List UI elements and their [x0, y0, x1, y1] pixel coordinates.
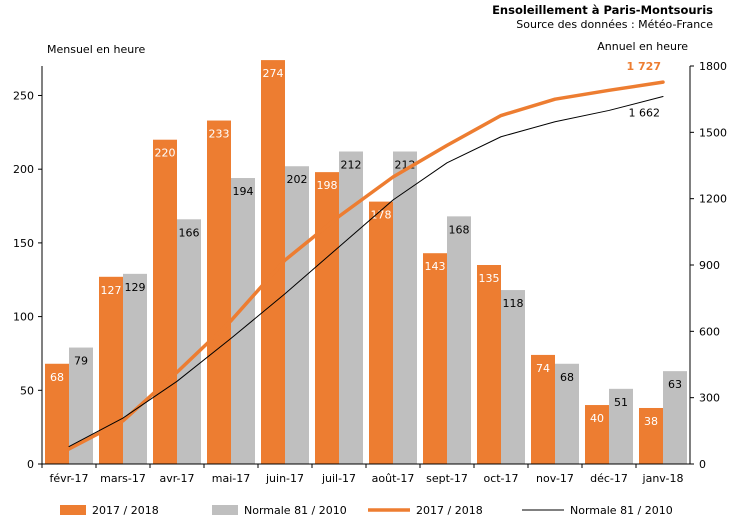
bar-value-label: 118 [503, 297, 524, 310]
bar-value-label: 166 [179, 226, 200, 239]
x-axis-tick-label: janv-18 [642, 472, 684, 485]
legend-label: Normale 81 / 2010 [570, 504, 673, 517]
bar-current [639, 407, 663, 464]
bar-value-label: 220 [155, 147, 176, 160]
line-normal-cumulative [68, 96, 664, 448]
bar-normal [339, 151, 363, 465]
x-axis-tick-label: déc-17 [590, 472, 628, 485]
x-axis-tick-label: oct-17 [483, 472, 518, 485]
right-axis-tick-label: 1800 [699, 60, 727, 73]
bar-current [369, 201, 393, 465]
bar-current [99, 276, 123, 464]
bar-value-label: 129 [125, 281, 146, 294]
left-axis-tick-label: 150 [13, 237, 34, 250]
right-axis-tick-label: 600 [699, 325, 720, 338]
right-axis-tick-label: 300 [699, 392, 720, 405]
line-current-end-label: 1 727 [627, 60, 661, 73]
bar-value-label: 233 [209, 128, 230, 141]
x-axis-tick-label: nov-17 [536, 472, 574, 485]
bar-value-label: 68 [50, 371, 64, 384]
bar-normal [609, 388, 633, 464]
x-axis-tick-label: août-17 [372, 472, 415, 485]
left-axis-tick-label: 50 [20, 384, 34, 397]
right-axis-tick-label: 1200 [699, 193, 727, 206]
bar-normal [501, 290, 525, 464]
left-axis-tick-label: 0 [27, 458, 34, 471]
legend-label: Normale 81 / 2010 [244, 504, 347, 517]
bar-value-label: 51 [614, 396, 628, 409]
bar-value-label: 40 [590, 412, 604, 425]
left-axis-label: Mensuel en heure [47, 43, 145, 56]
bar-current [207, 120, 231, 464]
right-axis-tick-label: 0 [699, 458, 706, 471]
left-axis-tick-label: 200 [13, 163, 34, 176]
x-axis-tick-label: juin-17 [265, 472, 304, 485]
x-axis-tick-label: avr-17 [159, 472, 194, 485]
bar-normal [177, 219, 201, 464]
bar-normal [555, 363, 579, 464]
x-axis-tick-label: févr-17 [50, 472, 89, 485]
bar-value-label: 74 [536, 362, 550, 375]
bar-current [153, 139, 177, 464]
bar-current [45, 363, 69, 464]
bar-current [531, 354, 555, 464]
bar-normal [447, 216, 471, 464]
bar-value-label: 178 [371, 209, 392, 222]
legend-swatch-bar [212, 505, 238, 515]
bar-value-label: 63 [668, 378, 682, 391]
bar-normal [393, 151, 417, 465]
bar-current [423, 253, 447, 464]
x-axis-tick-label: sept-17 [426, 472, 468, 485]
right-axis-label: Annuel en heure [597, 40, 688, 53]
bar-current [585, 405, 609, 464]
bar-value-label: 212 [341, 158, 362, 171]
bar-value-label: 79 [74, 355, 88, 368]
legend-label: 2017 / 2018 [416, 504, 483, 517]
line-current-cumulative [67, 80, 665, 451]
bar-normal [231, 178, 255, 464]
bar-normal [663, 371, 687, 464]
chart-title: Ensoleillement à Paris-Montsouris [492, 3, 713, 17]
bar-current [477, 265, 501, 464]
bar-value-label: 202 [287, 173, 308, 186]
x-axis-tick-label: juil-17 [321, 472, 356, 485]
legend-swatch-bar [60, 505, 86, 515]
x-axis-tick-label: mars-17 [100, 472, 146, 485]
bar-value-label: 194 [233, 185, 254, 198]
right-axis-tick-label: 1500 [699, 126, 727, 139]
chart-subtitle: Source des données : Météo-France [516, 18, 713, 31]
bar-value-label: 68 [560, 371, 574, 384]
bar-value-label: 168 [449, 223, 470, 236]
bar-current [315, 172, 339, 464]
bar-normal [123, 273, 147, 464]
bar-value-label: 143 [425, 260, 446, 273]
left-axis-tick-label: 100 [13, 311, 34, 324]
legend-label: 2017 / 2018 [92, 504, 159, 517]
bar-value-label: 38 [644, 415, 658, 428]
right-axis-tick-label: 900 [699, 259, 720, 272]
bar-value-label: 274 [263, 67, 284, 80]
bar-value-label: 198 [317, 179, 338, 192]
x-axis-tick-label: mai-17 [212, 472, 250, 485]
line-normal-end-label: 1 662 [629, 107, 661, 120]
bar-value-label: 127 [101, 284, 122, 297]
bar-normal [285, 166, 309, 464]
bar-value-label: 135 [479, 272, 500, 285]
left-axis-tick-label: 250 [13, 89, 34, 102]
